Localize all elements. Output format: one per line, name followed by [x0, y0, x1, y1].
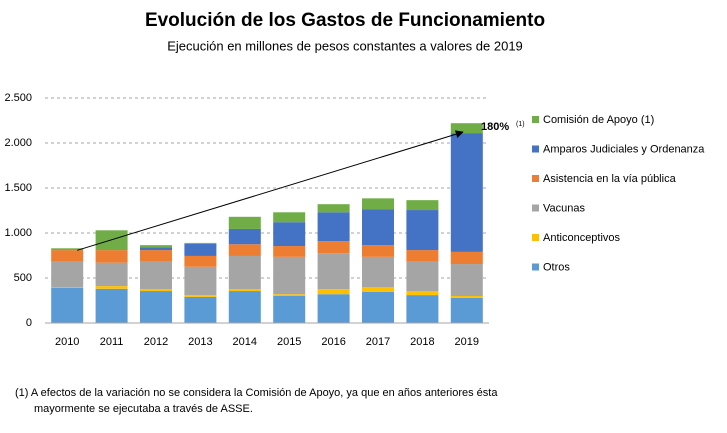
chart-subtitle: Ejecución en millones de pesos constante…	[167, 38, 523, 53]
bar-segment	[228, 216, 261, 229]
bar-segment	[51, 261, 84, 288]
bar-segment	[317, 294, 350, 323]
x-tick-label: 2010	[55, 336, 79, 348]
bar-segment	[95, 288, 128, 323]
legend-label: Amparos Judiciales y Ordenanza	[543, 143, 705, 155]
x-tick-label: 2018	[410, 336, 434, 348]
bar-segment	[228, 291, 261, 323]
x-tick-label: 2012	[144, 336, 168, 348]
legend-label: Otros	[543, 261, 570, 273]
bar-segment	[317, 204, 350, 213]
bar-segment	[184, 266, 217, 296]
bar-segment	[95, 262, 128, 287]
bar-segment	[273, 212, 306, 223]
bar-segment	[362, 209, 394, 246]
legend-marker	[532, 145, 539, 153]
y-tick-label: 500	[14, 272, 32, 284]
bar-segment	[140, 291, 172, 323]
bar-segment	[406, 210, 439, 251]
bar-segment	[184, 242, 217, 244]
legend-marker	[532, 263, 539, 271]
bar-segment	[273, 296, 306, 323]
bar-segment	[362, 287, 394, 292]
bar-segment	[450, 251, 483, 265]
x-tick-label: 2016	[321, 336, 345, 348]
bar-segment	[184, 296, 217, 323]
bar-segment	[450, 123, 483, 134]
bar-segment	[362, 291, 394, 323]
bar-segment	[450, 133, 483, 252]
bar-segment	[95, 250, 128, 263]
bar-segment	[228, 255, 261, 290]
bar-segment	[273, 256, 306, 295]
bar-segment	[406, 250, 439, 262]
bar-segment	[51, 287, 84, 323]
bar-segment	[273, 294, 306, 296]
annotation: 180%	[481, 121, 509, 133]
bar-segment	[140, 261, 172, 290]
y-tick-label: 0	[26, 317, 32, 329]
x-tick-label: 2014	[233, 336, 257, 348]
bar-segment	[140, 247, 172, 251]
y-tick-label: 1.500	[4, 182, 32, 194]
bar-segment	[406, 200, 439, 211]
y-tick-label: 2.500	[4, 92, 32, 104]
bar-segment	[317, 241, 350, 254]
bar-segment	[273, 222, 306, 247]
bar-segment	[362, 198, 394, 210]
legend-label: Comisión de Apoyo (1)	[543, 114, 654, 126]
trend-arrow	[77, 130, 464, 251]
legend-label: Asistencia en la vía pública	[543, 173, 677, 185]
x-tick-label: 2011	[100, 336, 124, 348]
legend-marker	[532, 175, 539, 182]
bar-segment	[406, 261, 439, 292]
bar-segment	[406, 291, 439, 296]
x-tick-label: 2017	[366, 336, 390, 348]
bar-segment	[140, 245, 172, 248]
x-tick-label: 2015	[277, 336, 301, 348]
bar-segment	[228, 244, 261, 256]
bar-segment	[95, 286, 128, 289]
legend-label: Anticonceptivos	[543, 232, 621, 244]
annotation-note: (1)	[516, 121, 525, 128]
bar-segment	[450, 297, 483, 323]
bar-segment	[228, 289, 261, 292]
footnote: (1) A efectos de la variación no se cons…	[15, 387, 498, 399]
bar-segment	[184, 295, 217, 297]
bar-segment	[406, 295, 439, 323]
y-tick-label: 1.000	[4, 227, 32, 239]
bar-segment	[450, 296, 483, 298]
bar-segment	[140, 289, 172, 292]
bar-segment	[184, 255, 217, 267]
bar-segment	[362, 245, 394, 257]
y-tick-label: 2.000	[4, 137, 32, 149]
bar-segment	[450, 264, 483, 296]
bar-segment	[273, 246, 306, 257]
bar-segment	[184, 243, 217, 256]
bar-segment	[317, 253, 350, 290]
bar-segment	[51, 248, 84, 251]
x-tick-label: 2019	[455, 336, 479, 348]
bar-segment	[140, 250, 172, 262]
bar-segment	[317, 289, 350, 295]
legend-marker	[532, 234, 539, 241]
bar-segment	[228, 228, 261, 245]
bar-segment	[362, 256, 394, 287]
legend-marker	[532, 204, 539, 212]
bar-segment	[51, 250, 84, 262]
chart-title: Evolución de los Gastos de Funcionamient…	[145, 10, 545, 31]
legend-marker	[532, 116, 539, 123]
legend-label: Vacunas	[543, 202, 585, 214]
footnote: mayormente se ejecutaba a través de ASSE…	[34, 403, 253, 415]
bar-segment	[317, 212, 350, 242]
x-tick-label: 2013	[188, 336, 212, 348]
